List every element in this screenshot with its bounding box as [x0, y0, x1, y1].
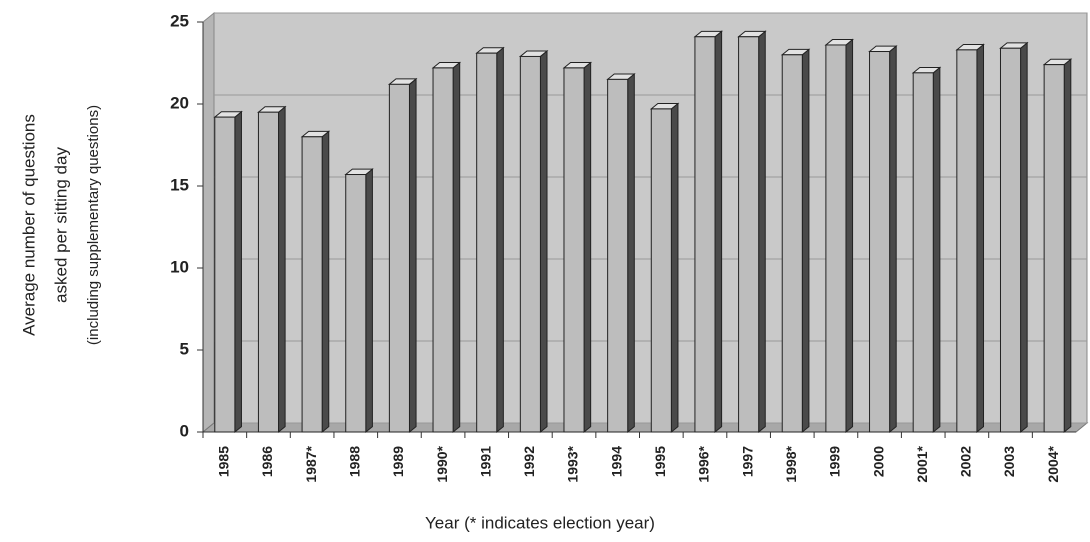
bar-side — [1020, 41, 1028, 434]
bar-side — [889, 45, 897, 434]
x-tick-label: 1988 — [346, 446, 362, 477]
bar-side — [321, 130, 330, 434]
y-axis-label: Average number of questions — [19, 114, 38, 336]
x-tick-label: 1992 — [521, 446, 537, 477]
bar — [869, 51, 891, 433]
bar — [301, 136, 323, 433]
x-tick-label: 1985 — [216, 446, 232, 477]
y-axis-label: (including supplementary questions) — [85, 105, 102, 345]
x-tick-label: 2003 — [1001, 446, 1017, 477]
y-tick-label: 20 — [170, 93, 189, 112]
bar-side — [627, 72, 635, 434]
y-tick-label: 10 — [170, 257, 189, 276]
bar-side — [539, 49, 548, 434]
x-tick-label: 1995 — [652, 446, 668, 477]
bar-side — [408, 77, 417, 434]
x-axis-label: Year (* indicates election year) — [425, 513, 655, 532]
bar-side — [845, 38, 854, 434]
bar-side — [365, 168, 373, 434]
bar — [476, 52, 498, 433]
bar — [214, 116, 236, 433]
bar-side — [976, 43, 985, 434]
bar — [563, 67, 585, 433]
bar-side — [496, 46, 504, 434]
x-tick-label: 1998* — [783, 445, 799, 482]
bar-side — [932, 66, 941, 434]
x-tick-label: 2004* — [1045, 445, 1061, 482]
bar-side — [278, 105, 286, 434]
x-tick-label: 1987* — [303, 445, 319, 482]
bar-side — [801, 48, 810, 434]
back-wall — [213, 12, 1088, 424]
x-tick-label: 2001* — [914, 445, 930, 482]
bar — [738, 36, 760, 433]
bar-side — [234, 110, 242, 434]
bar-side — [670, 102, 679, 434]
x-tick-label: 1993* — [565, 445, 581, 482]
x-tick-label: 1996* — [696, 445, 712, 482]
bar-side — [452, 61, 461, 434]
x-tick-label: 2002 — [958, 446, 974, 477]
bar — [257, 111, 280, 433]
bar-side — [1063, 58, 1072, 434]
x-tick-label: 1986 — [259, 446, 275, 477]
bar — [519, 55, 541, 433]
x-tick-label: 2000 — [870, 446, 886, 477]
bar — [1043, 64, 1065, 433]
y-axis-label: asked per sitting day — [51, 147, 70, 303]
bar — [607, 78, 629, 433]
bar — [781, 54, 803, 433]
bar-side — [758, 30, 766, 434]
bar — [999, 47, 1022, 433]
bar — [432, 67, 454, 433]
y-tick-label: 0 — [180, 421, 189, 440]
bar — [345, 174, 367, 433]
bar-side — [714, 30, 723, 434]
bar — [956, 49, 978, 433]
x-tick-label: 1999 — [827, 446, 843, 477]
y-tick-label: 5 — [180, 339, 189, 358]
bar — [825, 44, 847, 433]
x-tick-label: 1989 — [390, 446, 406, 477]
x-tick-label: 1997 — [739, 446, 755, 477]
x-tick-label: 1990* — [434, 445, 450, 482]
bar-side — [583, 61, 592, 434]
side-wall — [202, 11, 215, 434]
bar — [694, 36, 716, 433]
x-tick-label: 1991 — [477, 446, 493, 477]
floor — [201, 422, 1089, 433]
bar — [912, 72, 934, 433]
bar — [388, 83, 410, 433]
bar — [650, 108, 672, 433]
x-tick-label: 1994 — [608, 446, 624, 477]
y-tick-label: 25 — [170, 11, 189, 30]
y-tick-label: 15 — [170, 175, 189, 194]
